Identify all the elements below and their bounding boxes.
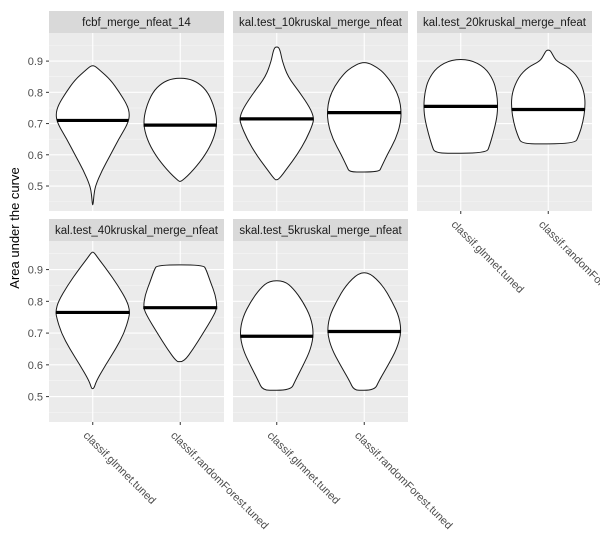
facet-strip-label: fcbf_merge_nfeat_14 [82,17,191,29]
facet-strip [49,11,224,33]
facet-strip-label: kal.test_10kruskal_merge_nfeat [239,17,403,29]
y-tick-label: 0.5 [28,181,43,193]
x-tick-label: classif.randomForest.tuned [536,219,600,321]
x-tick-label: classif.glmnet.tuned [81,430,158,507]
x-tick-label: classif.randomForest.tuned [352,430,454,532]
facet-panels: fcbf_merge_nfeat_14 0.5 0.6 0.7 0.8 0.9 kal.te… [28,11,600,532]
violin-randomforest [327,62,402,173]
facet-strip-label: kal.test_20kruskal_merge_nfeat [423,17,587,29]
facet-panel: fcbf_merge_nfeat_14 0.5 0.6 0.7 0.8 0.9 [28,11,224,211]
x-tick-label: classif.randomForest.tuned [168,430,270,532]
x-tick-label: classif.glmnet.tuned [265,430,342,507]
violin-glmnet [55,251,130,390]
facet-panel: kal.test_20kruskal_merge_nfeat classif.gl… [417,11,600,321]
x-tick-label: classif.glmnet.tuned [449,219,526,296]
facet-strip-label: skal.test_5kruskal_merge_nfeat [239,225,402,237]
facet-strip [417,11,592,33]
facet-panel: skal.test_5kruskal_merge_nfeat classif.gl… [233,219,454,532]
violin-randomforest [143,264,218,363]
facet-panel: kal.test_10kruskal_merge_nfeat [233,11,408,211]
y-tick-label: 0.7 [28,119,43,131]
y-tick-label: 0.8 [28,87,43,99]
y-tick-label: 0.6 [28,360,43,372]
y-tick-label: 0.8 [28,296,43,308]
y-tick-label: 0.9 [28,265,43,277]
facet-strip [49,219,224,241]
violin-glmnet [239,46,314,181]
y-tick-label: 0.6 [28,150,43,162]
y-tick-label: 0.9 [28,56,43,68]
violin-glmnet [55,65,130,206]
y-tick-label: 0.5 [28,392,43,404]
facet-strip-label: kal.test_40kruskal_merge_nfeat [55,225,219,237]
facet-strip [233,219,408,241]
facet-strip [233,11,408,33]
violin-randomforest [143,77,217,182]
y-tick-label: 0.7 [28,328,43,340]
y-axis-title: Area under the curve [7,167,22,288]
